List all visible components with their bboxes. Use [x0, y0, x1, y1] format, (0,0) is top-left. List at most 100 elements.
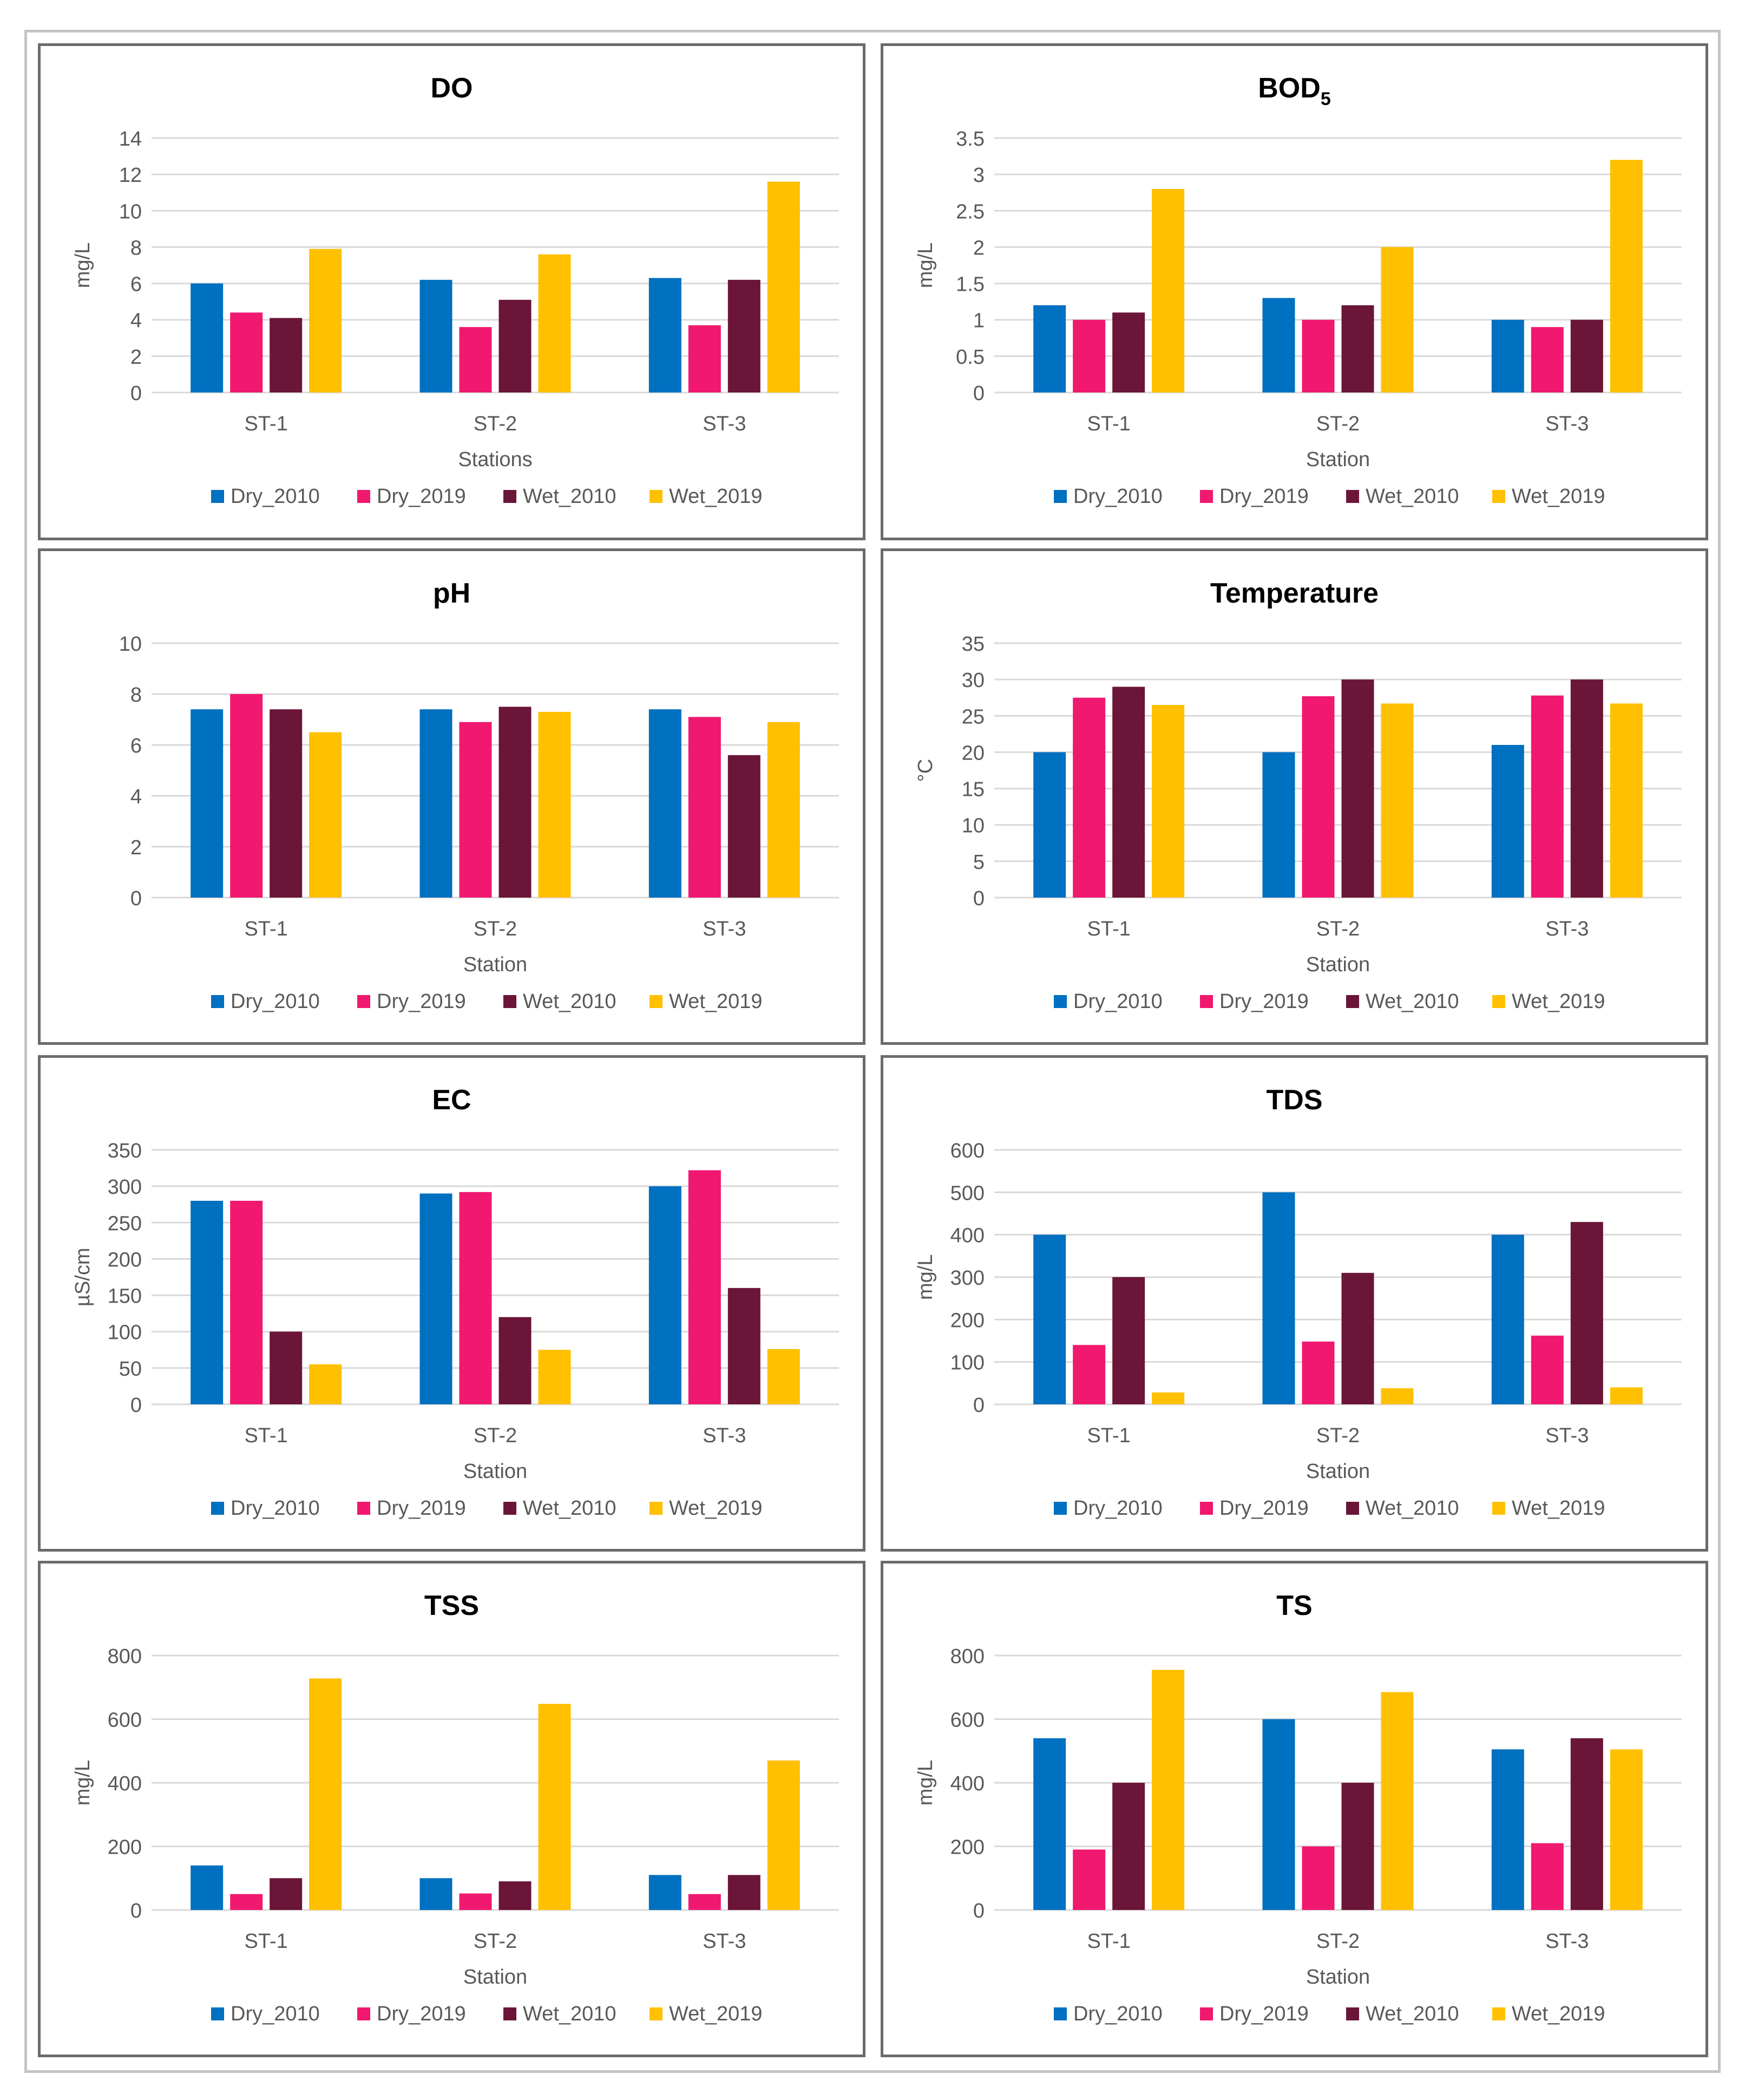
bar-st-1-wet-2019 [1152, 189, 1185, 392]
chart-title: BOD5 [1258, 73, 1330, 109]
x-tick-label: ST-3 [703, 413, 746, 435]
bar-st-1-wet-2010 [270, 709, 303, 898]
legend-label-wet-2019: Wet_2019 [1512, 1497, 1605, 1520]
bar-st-3-wet-2010 [727, 279, 760, 392]
bar-st-3-wet-2010 [727, 1875, 760, 1910]
legend-swatch-wet-2019 [1492, 1502, 1505, 1515]
legend-swatch-dry-2019 [1200, 490, 1213, 503]
y-tick-label: 0 [130, 1900, 142, 1922]
bar-st-3-dry-2019 [1531, 327, 1564, 392]
legend-swatch-dry-2010 [1054, 2007, 1067, 2020]
y-tick-label: 3 [973, 164, 985, 187]
y-tick-label: 100 [950, 1352, 985, 1375]
bars [191, 694, 800, 898]
legend-swatch-dry-2019 [1200, 2007, 1213, 2020]
legend-swatch-dry-2010 [211, 1502, 224, 1515]
chart-title-main: Temperature [1210, 578, 1379, 609]
legend-label-dry-2010: Dry_2010 [1073, 1497, 1163, 1520]
bar-st-1-wet-2019 [1152, 705, 1185, 898]
legend-label-wet-2010: Wet_2010 [1366, 485, 1459, 508]
legend-label-wet-2010: Wet_2010 [523, 1497, 616, 1520]
bar-st-3-wet-2010 [727, 755, 760, 898]
bar-st-3-dry-2010 [648, 278, 681, 392]
legend-swatch-wet-2019 [650, 1502, 662, 1515]
bar-st-1-wet-2010 [270, 1878, 303, 1910]
chart-title: TDS [1267, 1084, 1323, 1116]
legend: Dry_2010 Dry_2019 Wet_2010 Wet_2019 [211, 1497, 763, 1520]
y-tick-label: 100 [108, 1322, 142, 1344]
bar-st-2-wet-2019 [538, 254, 571, 392]
x-tick-label: ST-3 [703, 1424, 746, 1447]
x-tick-label: ST-2 [474, 413, 517, 435]
legend: Dry_2010 Dry_2019 Wet_2010 Wet_2019 [211, 2003, 763, 2025]
bar-st-1-wet-2010 [1112, 1277, 1145, 1404]
bar-st-3-wet-2019 [767, 1349, 800, 1404]
legend-label-dry-2010: Dry_2010 [231, 1497, 320, 1520]
legend-label-wet-2010: Wet_2010 [1366, 990, 1459, 1013]
bar-st-2-wet-2019 [1381, 1388, 1414, 1404]
legend-swatch-dry-2010 [211, 995, 224, 1008]
y-axis: 0 2 4 6 8 10 12 14 [119, 128, 839, 405]
x-tick-label: ST-1 [245, 918, 288, 940]
legend-label-wet-2019: Wet_2019 [669, 485, 763, 508]
bar-st-2-dry-2010 [419, 1193, 452, 1404]
x-tick-label: ST-3 [703, 918, 746, 940]
bar-st-2-wet-2010 [498, 299, 532, 392]
y-tick-label: 4 [130, 786, 142, 808]
x-tick-label: ST-3 [1545, 918, 1589, 940]
y-axis-label: mg/L [914, 243, 937, 288]
legend-label-wet-2019: Wet_2019 [669, 1497, 763, 1520]
bar-st-2-dry-2019 [1302, 696, 1335, 898]
bars [1033, 160, 1643, 392]
y-tick-label: 0 [973, 382, 985, 405]
chart-title: TS [1276, 1590, 1312, 1621]
chart-panel-do: DO 0 2 4 6 8 10 12 14 mg/L ST-1 ST-2 ST-3 Stations Dry… [38, 43, 865, 540]
bar-st-3-dry-2019 [688, 1894, 721, 1910]
chart-svg-temperature: Temperature 0 5 10 15 20 25 30 35 °C ST-1 ST-2 ST-3 S… [914, 578, 1682, 1013]
legend-swatch-wet-2019 [650, 490, 662, 503]
bar-st-1-wet-2010 [270, 318, 303, 392]
bar-st-1-dry-2019 [1073, 697, 1106, 898]
bar-st-2-wet-2010 [498, 1317, 532, 1404]
legend-label-dry-2010: Dry_2010 [1073, 2003, 1163, 2025]
bar-st-2-dry-2010 [1262, 752, 1295, 898]
bar-st-3-wet-2010 [1570, 679, 1603, 898]
legend-swatch-wet-2019 [650, 2007, 662, 2020]
y-tick-label: 50 [119, 1358, 142, 1381]
legend: Dry_2010 Dry_2019 Wet_2010 Wet_2019 [211, 485, 763, 508]
figure-frame [24, 30, 1721, 2073]
bar-st-1-dry-2010 [1033, 1738, 1066, 1910]
y-tick-label: 2 [130, 346, 142, 369]
bars [1033, 679, 1643, 898]
legend: Dry_2010 Dry_2019 Wet_2010 Wet_2019 [1054, 485, 1605, 508]
x-axis-label: Station [1306, 448, 1370, 471]
bar-st-3-dry-2010 [1491, 1749, 1524, 1910]
y-tick-label: 12 [119, 164, 142, 187]
x-tick-label: ST-1 [1087, 413, 1131, 435]
y-tick-label: 800 [950, 1645, 985, 1668]
legend: Dry_2010 Dry_2019 Wet_2010 Wet_2019 [211, 990, 763, 1013]
chart-title: TSS [424, 1590, 479, 1621]
legend: Dry_2010 Dry_2019 Wet_2010 Wet_2019 [1054, 2003, 1605, 2025]
legend-label-wet-2019: Wet_2019 [1512, 2003, 1605, 2025]
legend-label-dry-2019: Dry_2019 [377, 485, 466, 508]
y-tick-label: 300 [108, 1176, 142, 1199]
bar-st-1-dry-2019 [230, 1201, 263, 1404]
legend-swatch-wet-2010 [503, 2007, 516, 2020]
y-tick-label: 200 [108, 1248, 142, 1271]
chart-svg-ts: TS 0 200 400 600 800 mg/L ST-1 ST-2 ST-3 Station Dr… [914, 1590, 1682, 2025]
y-axis: 0 100 200 300 400 500 600 [950, 1140, 1682, 1417]
x-axis-label: Stations [458, 448, 532, 471]
bar-st-3-wet-2019 [767, 722, 800, 898]
y-tick-label: 0 [973, 887, 985, 910]
chart-title-main: DO [431, 73, 473, 104]
y-tick-label: 200 [108, 1836, 142, 1859]
bar-st-3-dry-2010 [648, 1186, 681, 1404]
chart-panel-ph: pH 0 2 4 6 8 10 ST-1 ST-2 ST-3 Station Dry_2010 Dry_… [38, 548, 865, 1045]
legend-swatch-dry-2019 [357, 1502, 370, 1515]
bar-st-1-dry-2010 [1033, 305, 1066, 392]
legend-swatch-wet-2019 [1492, 995, 1505, 1008]
legend-label-dry-2019: Dry_2019 [1219, 485, 1309, 508]
y-axis-label: °C [914, 759, 937, 782]
y-tick-label: 150 [108, 1285, 142, 1308]
